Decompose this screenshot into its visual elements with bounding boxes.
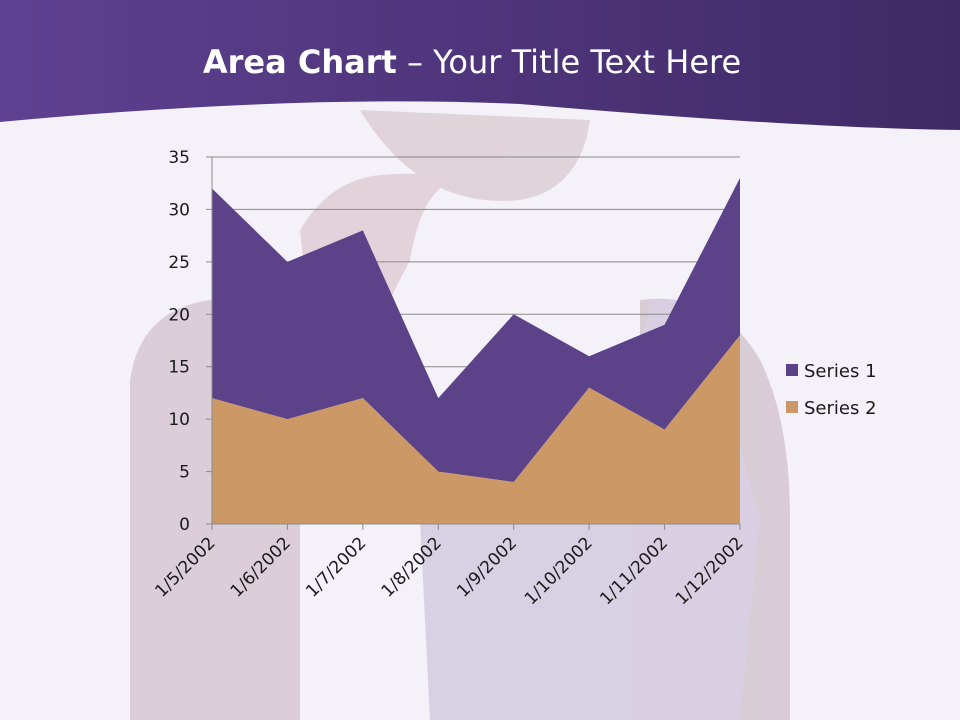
title-rest: – Your Title Text Here bbox=[396, 43, 742, 81]
y-tick-label: 15 bbox=[168, 358, 190, 378]
y-axis-ticks: 0 5 10 15 20 25 30 35 bbox=[168, 148, 190, 535]
header-band bbox=[0, 0, 960, 130]
y-tick-label: 0 bbox=[179, 515, 190, 535]
x-tick-label: 1/9/2002 bbox=[453, 533, 521, 601]
x-tick-label: 1/12/2002 bbox=[672, 533, 748, 609]
legend: Series 1 Series 2 bbox=[786, 361, 877, 419]
y-tick-label: 10 bbox=[168, 410, 190, 430]
title-bold: Area Chart bbox=[202, 43, 397, 81]
axes bbox=[206, 157, 741, 530]
y-tick-label: 5 bbox=[179, 463, 190, 483]
x-axis-ticks: 1/5/2002 1/6/2002 1/7/2002 1/8/2002 1/9/2002… bbox=[151, 533, 747, 609]
x-tick-label: 1/11/2002 bbox=[596, 533, 672, 609]
legend-label: Series 1 bbox=[804, 361, 877, 382]
legend-label: Series 2 bbox=[804, 398, 877, 419]
area-series-1 bbox=[212, 177, 740, 483]
y-tick-label: 25 bbox=[168, 253, 190, 273]
x-tick-label: 1/7/2002 bbox=[302, 533, 370, 601]
x-tick-label: 1/5/2002 bbox=[151, 533, 219, 601]
y-tick-label: 35 bbox=[168, 148, 190, 168]
x-tick-label: 1/6/2002 bbox=[227, 533, 295, 601]
slide-title: Area Chart – Your Title Text Here bbox=[0, 40, 944, 84]
x-tick-label: 1/8/2002 bbox=[378, 533, 446, 601]
legend-swatch bbox=[786, 401, 798, 413]
y-tick-label: 20 bbox=[168, 305, 190, 325]
area-series-2 bbox=[212, 335, 740, 524]
legend-swatch bbox=[786, 364, 798, 376]
y-tick-label: 30 bbox=[168, 200, 190, 220]
x-tick-label: 1/10/2002 bbox=[521, 533, 597, 609]
area-series bbox=[212, 177, 740, 524]
